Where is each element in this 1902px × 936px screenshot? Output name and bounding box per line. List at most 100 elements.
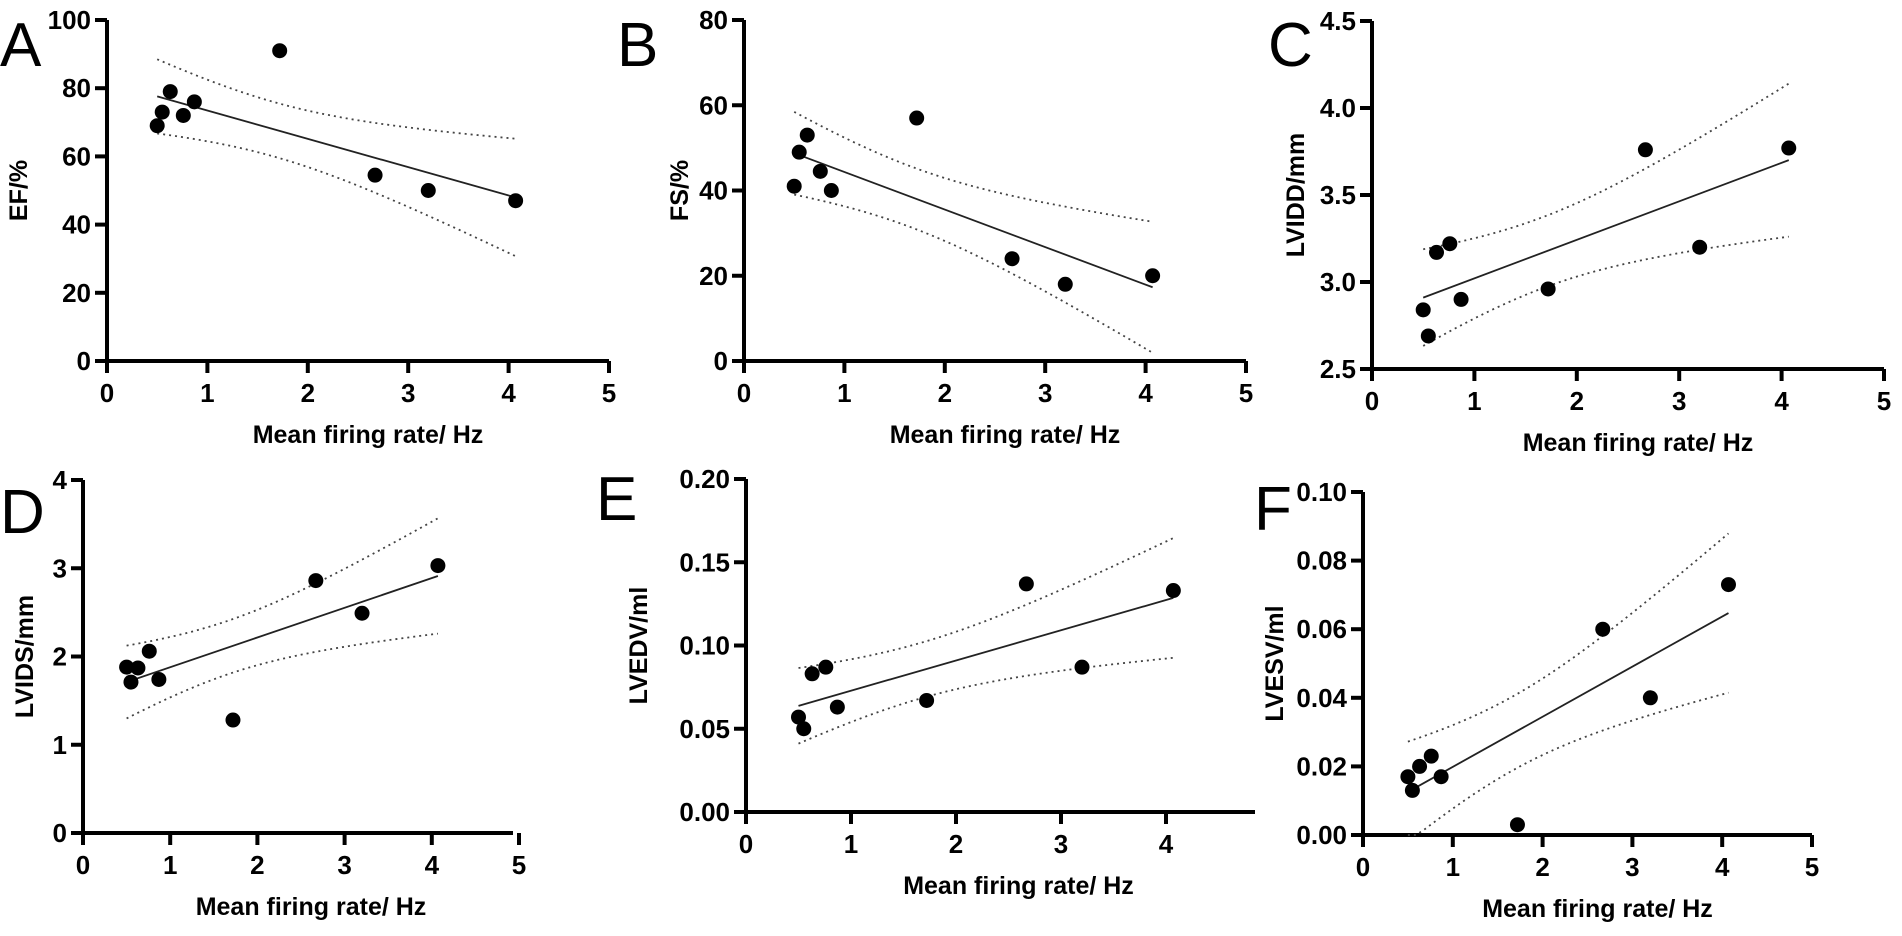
y-tick-label: 100 [48, 5, 91, 35]
x-tick-label: 4 [425, 850, 440, 880]
data-point [818, 659, 834, 675]
ci-upper-band [798, 537, 1174, 669]
regression-line [126, 575, 439, 683]
y-tick-label: 0.05 [679, 714, 730, 744]
data-point [141, 643, 157, 659]
data-point [1400, 769, 1416, 785]
data-point [1720, 577, 1736, 593]
data-point [151, 671, 167, 687]
y-tick-label: 0.08 [1296, 546, 1347, 576]
data-point [1420, 328, 1436, 344]
y-tick-label: 4.0 [1320, 93, 1356, 123]
x-tick-label: 2 [949, 829, 963, 859]
data-point [812, 163, 828, 179]
data-point [1018, 576, 1034, 592]
x-axis-title: Mean firing rate/ Hz [903, 872, 1134, 900]
ci-upper-band [1407, 532, 1730, 743]
data-point [430, 558, 446, 574]
panel-letter: A [0, 11, 42, 80]
x-axis-title: Mean firing rate/ Hz [196, 893, 427, 921]
x-tick-label: 1 [1467, 386, 1481, 416]
y-tick-label: 3.5 [1320, 180, 1356, 210]
x-tick-label: 3 [337, 850, 351, 880]
data-point [1781, 140, 1797, 156]
y-tick-label: 40 [62, 210, 91, 240]
y-tick-label: 2.5 [1320, 354, 1356, 384]
panel-b: B 0 20 40 60 80 0 1 2 3 4 5 Mean firing rate/ Hz FS/% [617, 5, 1253, 449]
ci-lower-band [157, 132, 517, 258]
y-tick-label: 0.00 [1296, 820, 1347, 850]
x-tick-label: 2 [250, 850, 264, 880]
x-tick-label: 4 [1159, 829, 1174, 859]
data-point [919, 692, 935, 708]
y-tick-label: 80 [699, 5, 728, 35]
y-tick-label: 0.04 [1296, 683, 1347, 713]
data-point [1404, 782, 1420, 798]
x-tick-label: 5 [512, 850, 526, 880]
regression-line [793, 152, 1153, 289]
panel-d: D 0 1 2 3 4 0 1 2 3 4 5 Mean firing rate/ Hz LVIDS/mm [0, 465, 526, 921]
data-point [791, 144, 807, 160]
x-tick-label: 3 [1672, 386, 1686, 416]
y-tick-label: 0.20 [679, 464, 730, 494]
data-point [1692, 239, 1708, 255]
data-point [175, 107, 191, 123]
x-tick-label: 5 [1805, 852, 1819, 882]
ci-upper-band [1423, 82, 1790, 251]
y-tick-label: 2 [53, 642, 67, 672]
data-point [1423, 748, 1439, 764]
x-tick-label: 1 [163, 850, 177, 880]
data-point [909, 110, 925, 126]
ci-lower-band [798, 656, 1174, 745]
regression-line [1407, 612, 1729, 793]
x-tick-label: 4 [1715, 852, 1730, 882]
x-tick-label: 3 [1054, 829, 1068, 859]
data-point [1429, 244, 1445, 260]
x-tick-label: 2 [938, 378, 952, 408]
data-point [1637, 142, 1653, 158]
y-tick-label: 1 [53, 730, 67, 760]
y-axis-title: FS/% [666, 160, 694, 221]
ci-lower-band [126, 632, 439, 720]
x-tick-label: 1 [200, 378, 214, 408]
x-tick-label: 0 [1356, 852, 1370, 882]
x-tick-label: 1 [1446, 852, 1460, 882]
panel-e: E 0.00 0.05 0.10 0.15 0.20 0 1 2 3 4 Mean firing ra… [596, 464, 1255, 900]
x-tick-label: 0 [737, 378, 751, 408]
y-tick-label: 0.15 [679, 547, 730, 577]
y-tick-label: 0.10 [1296, 477, 1347, 507]
x-tick-label: 1 [837, 378, 851, 408]
y-axis-title: LVEDV/ml [625, 587, 653, 705]
data-point [154, 104, 170, 120]
x-tick-label: 2 [1570, 386, 1584, 416]
y-axis-title: LVIDS/mm [11, 595, 39, 718]
data-point [1433, 769, 1449, 785]
x-axis-title: Mean firing rate/ Hz [1523, 429, 1754, 457]
x-tick-label: 3 [1625, 852, 1639, 882]
data-point [186, 94, 202, 110]
data-point [804, 666, 820, 682]
data-point [791, 709, 806, 725]
data-point [1453, 291, 1469, 307]
panel-letter: D [0, 478, 45, 547]
regression-line [1422, 159, 1790, 299]
x-axis-title: Mean firing rate/ Hz [253, 421, 484, 449]
regression-line [798, 597, 1174, 707]
data-point [149, 118, 165, 134]
ci-upper-band [156, 58, 516, 140]
x-tick-label: 2 [1535, 852, 1549, 882]
y-tick-label: 80 [62, 73, 91, 103]
y-tick-label: 0.06 [1296, 614, 1347, 644]
x-tick-label: 4 [501, 378, 516, 408]
data-point [1509, 817, 1525, 833]
x-tick-label: 0 [100, 378, 114, 408]
ci-lower-band [1422, 235, 1789, 347]
x-tick-label: 0 [1365, 386, 1379, 416]
y-tick-label: 3 [53, 553, 67, 583]
x-axis-title: Mean firing rate/ Hz [1482, 895, 1713, 923]
x-tick-label: 5 [602, 378, 616, 408]
data-point [1540, 281, 1556, 297]
data-point [786, 178, 802, 194]
y-tick-label: 0.02 [1296, 751, 1347, 781]
